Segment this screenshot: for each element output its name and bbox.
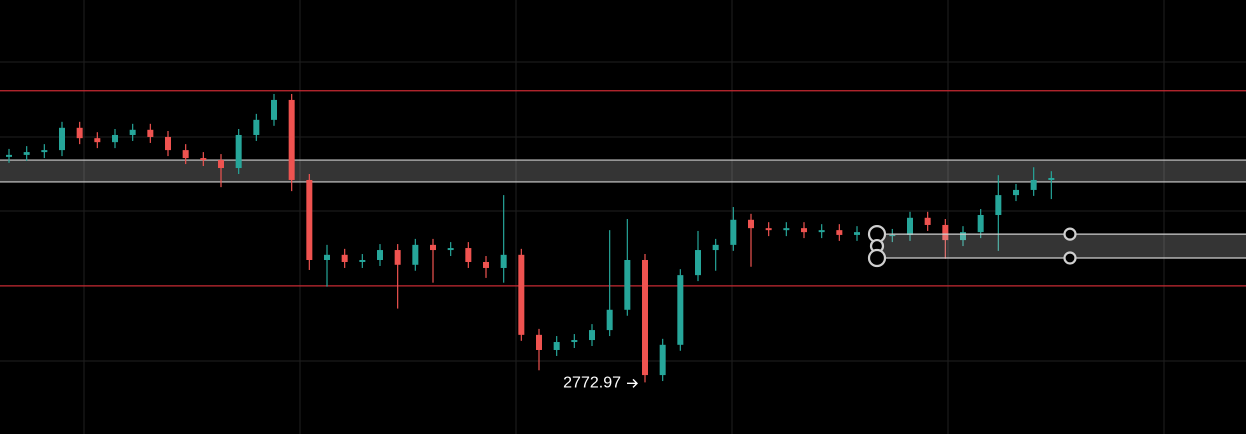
candle-body <box>818 230 825 233</box>
candle-body <box>536 334 542 350</box>
low-price-label: 2772.97 <box>563 375 621 392</box>
candle-body <box>377 250 383 261</box>
low-arrow <box>627 378 638 388</box>
candle-body <box>730 219 737 245</box>
candle-body <box>129 129 136 135</box>
candle-body <box>606 309 613 331</box>
zone-handle <box>867 248 887 268</box>
candle-body <box>41 150 48 153</box>
candle-body <box>235 134 242 169</box>
candle-body <box>642 260 648 376</box>
candle-body <box>112 134 118 143</box>
candle-body <box>182 150 189 159</box>
zone <box>877 234 1246 259</box>
candle-body <box>218 160 224 169</box>
candle-body <box>977 215 984 233</box>
candle-body <box>571 340 578 343</box>
candle-body <box>801 228 807 233</box>
candle-body <box>695 250 701 276</box>
candle-body <box>907 217 913 235</box>
candle-body <box>553 342 560 350</box>
candle-body <box>94 138 101 143</box>
candle-body <box>500 254 507 268</box>
candle-body <box>147 129 154 137</box>
candle-body <box>854 232 860 235</box>
zone <box>0 160 1246 182</box>
candle-body <box>253 119 260 135</box>
candle-body <box>783 228 790 231</box>
candle-body <box>306 179 313 261</box>
candle-body <box>23 152 30 155</box>
candle-body <box>712 244 719 251</box>
candle-body <box>341 254 348 262</box>
candle-body <box>677 275 684 345</box>
zone-handle <box>1063 251 1077 265</box>
candle-body <box>889 234 896 237</box>
candle-body <box>359 260 366 262</box>
candle-body <box>960 232 966 241</box>
candle-body <box>465 248 472 262</box>
candle-body <box>483 261 489 268</box>
candle-body <box>412 244 419 265</box>
candle-body <box>589 330 595 341</box>
candle-body <box>518 254 525 335</box>
candle-body <box>995 195 1002 216</box>
candle-body <box>624 260 631 310</box>
candle-body <box>165 136 171 151</box>
candle-body <box>76 127 83 139</box>
candle-body <box>1013 189 1019 196</box>
candle-body <box>6 154 12 157</box>
zone-handle <box>1063 227 1077 241</box>
candle-body <box>748 219 754 229</box>
candle-body <box>59 127 65 151</box>
candle-body <box>430 244 436 251</box>
candle-body <box>394 250 401 265</box>
candle-body <box>1048 177 1055 180</box>
candle-body <box>288 99 295 180</box>
candle-body <box>924 217 931 225</box>
candle-body <box>836 230 843 235</box>
candle-body <box>659 344 666 376</box>
candle-body <box>200 158 207 161</box>
candle-body <box>942 224 949 241</box>
candle-body <box>324 254 330 261</box>
candle-body <box>765 228 772 231</box>
candle-body <box>271 99 277 120</box>
candle-body <box>447 248 454 251</box>
candle-body <box>1030 179 1037 190</box>
